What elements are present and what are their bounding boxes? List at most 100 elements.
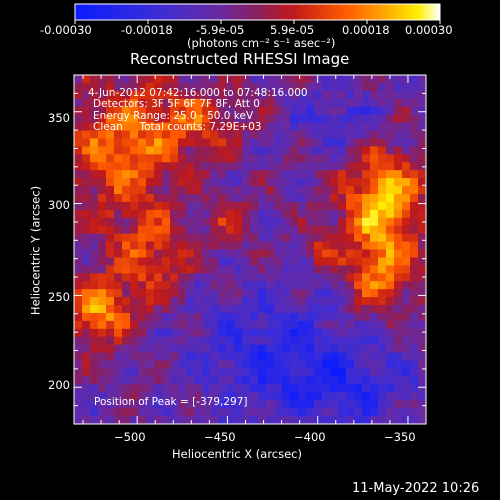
heatmap-cell	[370, 75, 379, 84]
heatmap-cell	[170, 344, 179, 354]
heatmap-cell	[338, 209, 347, 219]
heatmap-cell	[410, 392, 419, 401]
heatmap-cell	[98, 344, 107, 354]
heatmap-cell	[138, 146, 147, 155]
heatmap-cell	[258, 392, 267, 401]
heatmap-cell	[266, 273, 275, 282]
heatmap-cell	[282, 170, 291, 179]
heatmap-cell	[242, 82, 251, 92]
heatmap-cell	[378, 281, 387, 290]
heatmap-cell	[106, 186, 115, 195]
heatmap-cell	[226, 305, 235, 314]
heatmap-cell	[314, 122, 323, 132]
heatmap-cell	[410, 265, 419, 274]
heatmap-cell	[202, 106, 211, 116]
heatmap-cell	[346, 162, 355, 171]
heatmap-cell	[154, 400, 163, 409]
heatmap-cell	[242, 344, 251, 354]
heatmap-cell	[98, 249, 107, 259]
heatmap-cell	[82, 146, 91, 155]
colorbar-tick-label: -0.00030	[40, 23, 92, 37]
heatmap-cell	[202, 281, 211, 290]
heatmap-cell	[186, 82, 195, 92]
heatmap-cell	[170, 416, 179, 424]
heatmap-cell	[338, 98, 347, 108]
heatmap-cell	[186, 162, 195, 171]
heatmap-cell	[370, 376, 379, 385]
heatmap-cell	[258, 122, 267, 132]
heatmap-cell	[290, 265, 299, 274]
heatmap-cell	[234, 106, 243, 116]
heatmap-cell	[202, 273, 211, 282]
heatmap-cell	[370, 233, 379, 243]
heatmap-cell	[282, 82, 291, 92]
heatmap-cell	[402, 162, 411, 171]
heatmap-cell	[314, 178, 323, 187]
heatmap-cell	[186, 360, 195, 370]
heatmap-cell	[250, 90, 259, 100]
heatmap-cell	[386, 217, 395, 227]
heatmap-cell	[338, 376, 347, 385]
heatmap-cell	[402, 257, 411, 266]
heatmap-cell	[202, 122, 211, 132]
heatmap-cell	[282, 392, 291, 401]
heatmap-cell	[362, 138, 371, 147]
heatmap-cell	[242, 98, 251, 108]
heatmap-cell	[282, 281, 291, 290]
heatmap-cell	[370, 416, 379, 424]
heatmap-cell	[314, 106, 323, 116]
heatmap-cell	[162, 416, 171, 424]
heatmap-cell	[202, 249, 211, 259]
heatmap-cell	[250, 249, 259, 259]
heatmap-cell	[250, 344, 259, 354]
heatmap-cell	[194, 178, 203, 187]
heatmap-cell	[162, 146, 171, 155]
heatmap-cell	[402, 186, 411, 195]
heatmap-cell	[362, 320, 371, 330]
heatmap-cell	[82, 233, 91, 243]
heatmap-cell	[306, 186, 315, 195]
heatmap-cell	[370, 106, 379, 116]
heatmap-cell	[314, 233, 323, 243]
heatmap-cell	[218, 170, 227, 179]
heatmap-cell	[242, 114, 251, 124]
heatmap-cell	[402, 328, 411, 338]
heatmap-cell	[90, 106, 99, 116]
heatmap-cell	[98, 146, 107, 155]
heatmap-cell	[338, 106, 347, 116]
heatmap-cell	[274, 328, 283, 338]
heatmap-cell	[210, 82, 219, 92]
heatmap-cell	[250, 352, 259, 362]
y-tick-label: 200	[48, 378, 70, 392]
heatmap-cell	[178, 273, 187, 282]
heatmap-cell	[266, 320, 275, 330]
heatmap-cell	[386, 320, 395, 330]
heatmap-cell	[82, 384, 91, 393]
heatmap-cell	[386, 201, 395, 211]
heatmap-cell	[394, 146, 403, 155]
heatmap-cell	[306, 154, 315, 163]
heatmap-cell	[410, 344, 419, 354]
heatmap-cell	[114, 178, 123, 187]
heatmap-cell	[186, 178, 195, 187]
heatmap-cell	[370, 98, 379, 108]
heatmap-cell	[202, 114, 211, 124]
heatmap-cell	[82, 154, 91, 163]
heatmap-cell	[394, 170, 403, 179]
heatmap-cell	[314, 336, 323, 346]
heatmap-cell	[378, 178, 387, 187]
heatmap-cell	[250, 146, 259, 155]
heatmap-cell	[306, 98, 315, 108]
heatmap-cell	[186, 297, 195, 306]
heatmap-cell	[290, 376, 299, 385]
heatmap-cell	[90, 241, 99, 251]
heatmap-cell	[114, 320, 123, 330]
heatmap-cell	[162, 249, 171, 259]
heatmap-cell	[162, 201, 171, 211]
heatmap-cell	[410, 352, 419, 362]
heatmap-cell	[418, 114, 426, 124]
heatmap-image	[74, 75, 426, 424]
heatmap-cell	[298, 344, 307, 354]
heatmap-cell	[82, 400, 91, 409]
heatmap-cell	[290, 186, 299, 195]
